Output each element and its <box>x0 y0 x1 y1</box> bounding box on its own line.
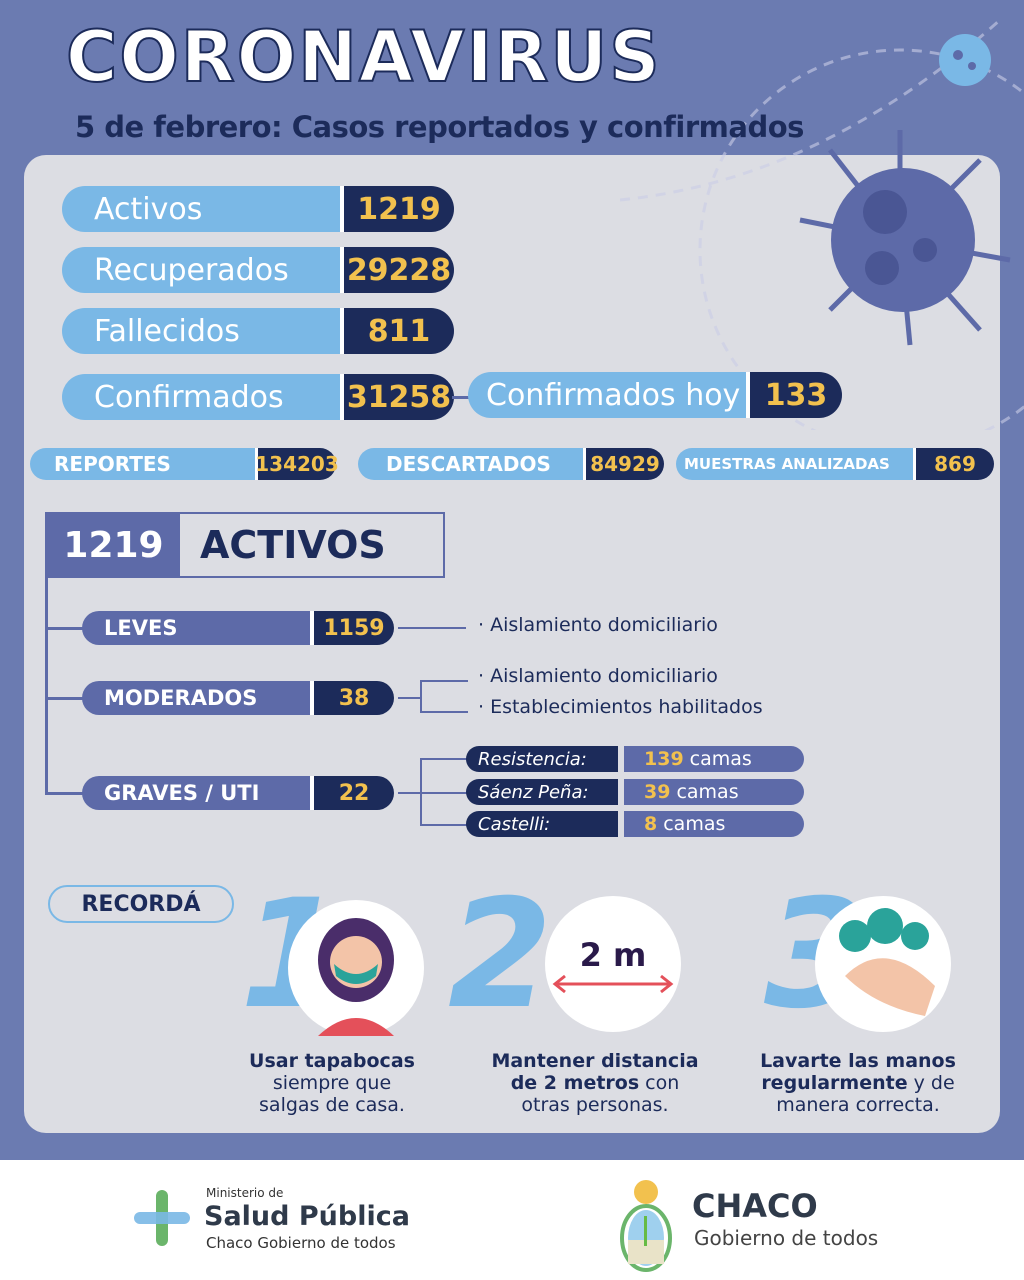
stat-value: 133 <box>750 372 842 418</box>
tip-bold: regularmente <box>761 1072 908 1094</box>
test-label: REPORTES <box>30 448 258 480</box>
connector <box>420 680 422 712</box>
connector <box>420 680 468 682</box>
severity-value: 1159 <box>314 611 394 645</box>
stat-value: 1219 <box>344 186 454 232</box>
stat-value: 29228 <box>344 247 454 293</box>
connector <box>398 697 420 699</box>
test-value: 84929 <box>586 448 664 480</box>
tip-text: manera correcta. <box>776 1094 940 1116</box>
connector <box>452 396 470 399</box>
stat-value: 811 <box>344 308 454 354</box>
test-value: 134203 <box>255 448 339 480</box>
connector <box>420 792 468 794</box>
test-label: DESCARTADOS <box>358 448 586 480</box>
connector <box>420 758 468 760</box>
stat-value: 31258 <box>344 374 454 420</box>
beds-castelli: Castelli: 8 camas <box>466 811 804 837</box>
stat-label: Confirmados <box>62 374 344 420</box>
connector <box>398 627 466 629</box>
tree-line <box>45 792 85 795</box>
severity-value: 22 <box>314 776 394 810</box>
stat-label: Activos <box>62 186 344 232</box>
tip-text: otras personas. <box>521 1094 669 1116</box>
distance-illustration: 2 m <box>545 896 681 1032</box>
severity-graves: GRAVES / UTI 22 <box>82 776 394 810</box>
severity-label: MODERADOS <box>82 681 314 715</box>
mask-illustration <box>288 900 424 1036</box>
tip-distance: Mantener distancia de 2 metros con otras p… <box>470 1050 720 1116</box>
chaco-tagline: Gobierno de todos <box>694 1226 879 1250</box>
chaco-name: CHACO <box>692 1187 818 1225</box>
connector <box>398 792 420 794</box>
note-moderados: · Establecimientos habilitados <box>478 696 763 718</box>
beds-saenz-pena: Sáenz Peña: 39 camas <box>466 779 804 805</box>
stat-activos: Activos 1219 <box>62 186 454 232</box>
stat-label: Recuperados <box>62 247 344 293</box>
note-moderados: · Aislamiento domiciliario <box>478 665 718 687</box>
tip-text: siempre que <box>272 1072 392 1094</box>
footer: Ministerio de Salud Pública Chaco Gobier… <box>0 1160 1024 1280</box>
connector <box>420 824 468 826</box>
bed-count: 39 <box>644 781 671 803</box>
severity-value: 38 <box>314 681 394 715</box>
test-reportes: REPORTES 134203 <box>30 448 339 480</box>
bed-count: 139 <box>644 748 684 770</box>
bed-location: Resistencia: <box>466 746 618 772</box>
beds-resistencia: Resistencia: 139 camas <box>466 746 804 772</box>
severity-label: LEVES <box>82 611 314 645</box>
reminder-number: 2 <box>448 868 553 1042</box>
stat-label: Confirmados hoy <box>468 372 750 418</box>
activos-header: 1219 ACTIVOS <box>45 512 445 578</box>
bed-location: Sáenz Peña: <box>466 779 618 805</box>
tree-line <box>45 627 85 630</box>
tip-text: salgas de casa. <box>259 1094 405 1116</box>
health-cross-icon <box>134 1190 190 1246</box>
distance-label: 2 m <box>579 936 647 974</box>
severity-leves: LEVES 1159 <box>82 611 394 645</box>
virus-icon <box>620 18 1024 430</box>
tip-bold: Mantener distancia <box>491 1050 699 1072</box>
bed-unit: camas <box>676 781 739 803</box>
bed-location: Castelli: <box>466 811 618 837</box>
page-title: CORONAVIRUS <box>65 16 662 98</box>
bed-unit: camas <box>689 748 752 770</box>
handwash-illustration <box>815 896 951 1032</box>
stat-confirmados: Confirmados 31258 <box>62 374 454 420</box>
tip-mask: Usar tapabocas siempre que salgas de casa. <box>222 1050 442 1116</box>
recorda-badge: RECORDÁ <box>48 885 234 923</box>
tip-bold: Lavarte las manos <box>760 1050 956 1072</box>
bed-unit: camas <box>663 813 726 835</box>
tree-line <box>45 578 48 794</box>
tip-bold: de 2 metros <box>510 1072 640 1094</box>
bed-count: 8 <box>644 813 658 835</box>
tip-text: y de <box>907 1072 955 1094</box>
tip-text: con <box>639 1072 680 1094</box>
chaco-coat-of-arms-icon <box>620 1180 672 1272</box>
test-muestras: MUESTRAS ANALIZADAS 869 <box>676 448 994 480</box>
test-descartados: DESCARTADOS 84929 <box>358 448 664 480</box>
ministry-line3: Chaco Gobierno de todos <box>206 1234 396 1252</box>
double-arrow-icon <box>552 974 674 994</box>
ministry-line1: Ministerio de <box>206 1186 284 1200</box>
ministry-name: Salud Pública <box>204 1201 410 1232</box>
test-value: 869 <box>916 448 994 480</box>
severity-moderados: MODERADOS 38 <box>82 681 394 715</box>
test-label: MUESTRAS ANALIZADAS <box>676 448 916 480</box>
stat-fallecidos: Fallecidos 811 <box>62 308 454 354</box>
severity-label: GRAVES / UTI <box>82 776 314 810</box>
note-leves: · Aislamiento domiciliario <box>478 614 718 636</box>
activos-title: ACTIVOS <box>200 523 386 567</box>
page-subtitle: 5 de febrero: Casos reportados y confirm… <box>75 110 804 144</box>
connector <box>420 711 468 713</box>
stat-recuperados: Recuperados 29228 <box>62 247 454 293</box>
stat-label: Fallecidos <box>62 308 344 354</box>
activos-total: 1219 <box>47 514 180 576</box>
tip-handwash: Lavarte las manos regularmente y de manera… <box>740 1050 976 1116</box>
tip-bold: Usar tapabocas <box>249 1050 415 1072</box>
tree-line <box>45 697 85 700</box>
stat-confirmados-hoy: Confirmados hoy 133 <box>468 372 842 418</box>
